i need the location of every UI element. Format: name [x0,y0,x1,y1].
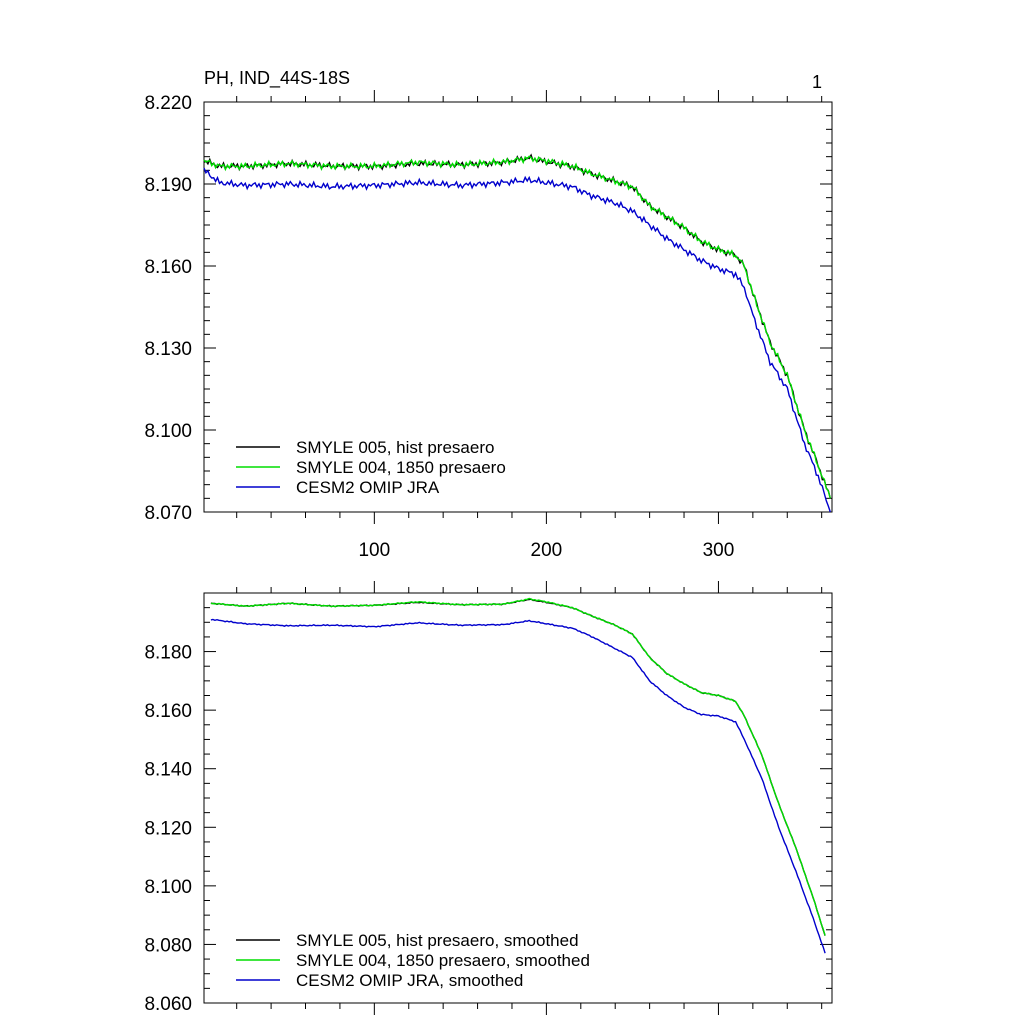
y-tick-label: 8.190 [144,175,192,196]
x-tick-label: 100 [358,540,390,561]
y-tick-label: 8.130 [144,339,192,360]
y-tick-label: 8.120 [144,818,192,839]
y-tick-label: 8.070 [144,503,192,524]
y-tick-label: 8.220 [144,93,192,114]
series-line-2 [210,618,826,954]
y-tick-label: 8.100 [144,421,192,442]
legend-label: SMYLE 004, 1850 presaero, smoothed [296,951,590,970]
series-line-1 [203,155,831,499]
x-tick-label: 200 [531,540,563,561]
top-panel-raw: 8.070 8.100 8.130 8.160 8.190 8.220 100 200 300 S… [144,90,833,561]
series-line-2 [203,167,831,513]
y-tick-label: 8.140 [144,760,192,781]
legend-label: CESM2 OMIP JRA, smoothed [296,971,523,990]
chart-title: PH, IND_44S-18S [204,68,350,89]
legend-label: SMYLE 004, 1850 presaero [296,458,506,477]
y-tick-label: 8.080 [144,935,192,956]
legend-label: SMYLE 005, hist presaero, smoothed [296,931,579,950]
panel-number: 1 [812,72,822,92]
y-tick-label: 8.100 [144,877,192,898]
series-line-1 [210,597,826,936]
y-tick-label: 8.160 [144,257,192,278]
x-tick-label: 300 [703,540,735,561]
series-line-0 [210,598,826,936]
bottom-panel-smoothed: 8.060 8.080 8.100 8.120 8.140 8.160 8.180 SMYLE… [144,581,833,1015]
y-tick-label: 8.060 [144,994,192,1015]
legend-label: SMYLE 005, hist presaero [296,438,494,457]
legend-label: CESM2 OMIP JRA [296,478,440,497]
y-tick-label: 8.180 [144,643,192,664]
y-tick-label: 8.160 [144,701,192,722]
